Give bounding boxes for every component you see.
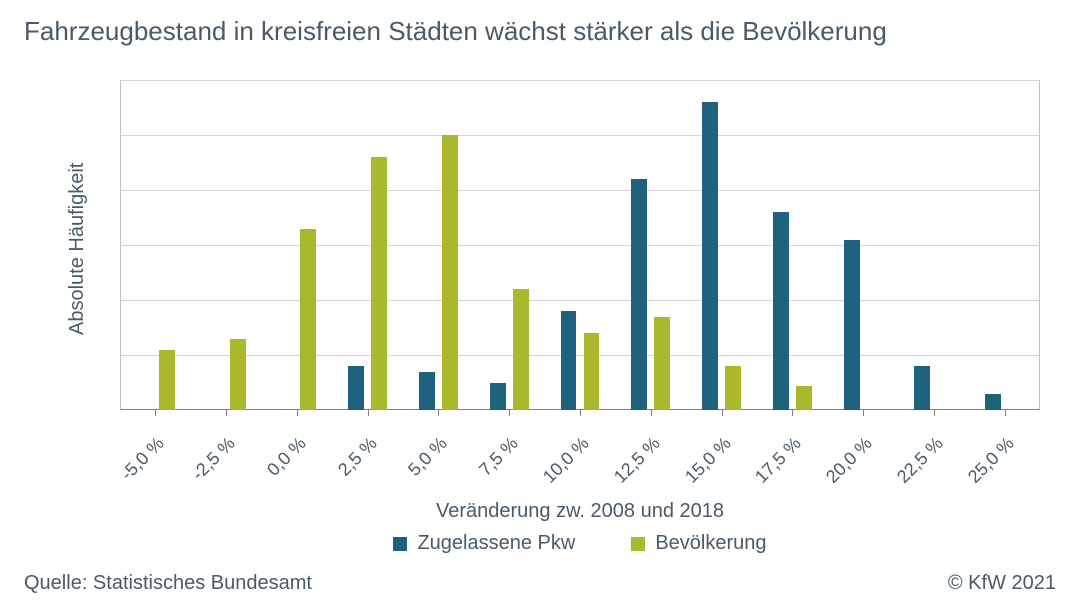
bar-bev xyxy=(300,229,316,411)
legend-label: Zugelassene Pkw xyxy=(417,532,575,555)
chart-title: Fahrzeugbestand in kreisfreien Städten w… xyxy=(24,16,887,47)
legend-swatch xyxy=(393,537,407,551)
footer: Quelle: Statistisches Bundesamt © KfW 20… xyxy=(24,572,1056,595)
x-tick xyxy=(438,410,439,416)
x-tick xyxy=(226,410,227,416)
x-tick-label: 12,5 % xyxy=(610,433,664,487)
legend-label: Bevölkerung xyxy=(655,532,766,555)
x-tick xyxy=(155,410,156,416)
plot-area xyxy=(120,80,1040,410)
bar-bev xyxy=(442,135,458,410)
x-tick xyxy=(509,410,510,416)
bar-pkw xyxy=(631,179,647,410)
gridline xyxy=(120,190,1040,191)
bar-pkw xyxy=(419,372,435,411)
x-tick xyxy=(792,410,793,416)
x-tick-label: 2,5 % xyxy=(334,433,381,480)
figure: Fahrzeugbestand in kreisfreien Städten w… xyxy=(0,0,1080,608)
bar-bev xyxy=(159,350,175,411)
x-tick-label: 20,0 % xyxy=(822,433,876,487)
gridline xyxy=(120,80,1040,81)
x-tick-label: 15,0 % xyxy=(680,433,734,487)
x-tick-label: -2,5 % xyxy=(188,433,240,485)
bar-pkw xyxy=(561,311,577,410)
x-tick xyxy=(934,410,935,416)
x-tick-label: 0,0 % xyxy=(263,433,310,480)
x-tick xyxy=(1005,410,1006,416)
x-axis-title: Veränderung zw. 2008 und 2018 xyxy=(120,500,1040,523)
gridline xyxy=(120,300,1040,301)
source-text: Quelle: Statistisches Bundesamt xyxy=(24,572,312,595)
copyright-text: © KfW 2021 xyxy=(948,572,1056,595)
legend-item: Bevölkerung xyxy=(631,532,766,555)
x-tick xyxy=(368,410,369,416)
bar-bev xyxy=(725,366,741,410)
y-axis-title: Absolute Häufigkeit xyxy=(66,163,89,335)
bar-pkw xyxy=(490,383,506,411)
bar-bev xyxy=(584,333,600,410)
x-tick xyxy=(297,410,298,416)
x-tick-label: 17,5 % xyxy=(751,433,805,487)
legend-item: Zugelassene Pkw xyxy=(393,532,575,555)
x-tick-label: 5,0 % xyxy=(404,433,451,480)
bar-pkw xyxy=(348,366,364,410)
bar-bev xyxy=(513,289,529,410)
bar-bev xyxy=(230,339,246,411)
bar-pkw xyxy=(914,366,930,410)
bar-pkw xyxy=(985,394,1001,411)
bar-pkw xyxy=(702,102,718,410)
x-tick xyxy=(651,410,652,416)
bar-bev xyxy=(371,157,387,410)
gridline xyxy=(120,135,1040,136)
gridline xyxy=(120,245,1040,246)
x-tick-label: 25,0 % xyxy=(964,433,1018,487)
x-tick-label: 7,5 % xyxy=(475,433,522,480)
legend: Zugelassene Pkw Bevölkerung xyxy=(120,532,1040,555)
x-tick-label: 22,5 % xyxy=(893,433,947,487)
gridline xyxy=(120,355,1040,356)
x-tick xyxy=(722,410,723,416)
x-tick-label: 10,0 % xyxy=(539,433,593,487)
x-tick-label: -5,0 % xyxy=(117,433,169,485)
bar-bev xyxy=(796,386,812,410)
bar-bev xyxy=(654,317,670,411)
bar-pkw xyxy=(773,212,789,410)
x-tick xyxy=(580,410,581,416)
x-tick xyxy=(863,410,864,416)
legend-swatch xyxy=(631,537,645,551)
bar-pkw xyxy=(844,240,860,411)
